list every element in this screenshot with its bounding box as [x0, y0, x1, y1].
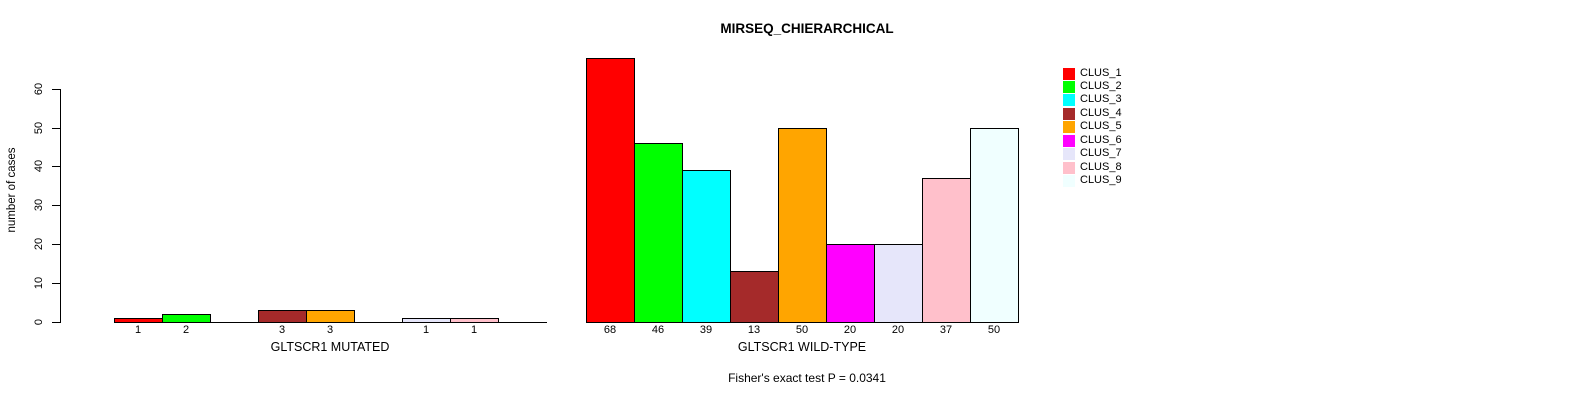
legend-label-CLUS_6: CLUS_6 [1080, 133, 1122, 146]
bar-value-label: 39 [699, 324, 713, 336]
bar-value-label: 3 [326, 324, 334, 336]
bar-value-label: 20 [891, 324, 905, 336]
bar-CLUS_8 [450, 318, 499, 323]
y-axis-tick-label: 10 [33, 276, 45, 290]
bar-CLUS_5 [306, 310, 355, 323]
legend-swatch-CLUS_3 [1063, 94, 1075, 107]
y-axis-tick-label: 20 [33, 238, 45, 251]
legend-swatch-CLUS_4 [1063, 107, 1075, 120]
legend-label-CLUS_2: CLUS_2 [1080, 79, 1122, 92]
bar-value-label: 37 [939, 324, 953, 336]
y-axis-tick-label: 0 [33, 318, 45, 326]
bar-CLUS_9 [970, 127, 1019, 323]
y-axis-tick [52, 322, 61, 323]
legend-swatch-CLUS_2 [1063, 80, 1075, 93]
bar-value-label: 2 [182, 324, 190, 336]
bar-CLUS_2 [634, 143, 683, 323]
bar-value-label: 1 [134, 324, 142, 336]
y-axis-tick-label: 40 [33, 160, 45, 173]
y-axis-tick [52, 166, 61, 168]
legend-swatch-CLUS_5 [1063, 121, 1075, 134]
y-axis-tick [52, 205, 61, 207]
x-axis-label-mutated: GLTSCR1 MUTATED [270, 340, 390, 354]
legend-swatch-CLUS_9 [1063, 175, 1075, 188]
bar-value-label: 3 [278, 324, 286, 336]
bar-CLUS_1 [586, 57, 635, 323]
legend-label-CLUS_1: CLUS_1 [1080, 66, 1122, 79]
bar-CLUS_7 [874, 244, 923, 323]
legend-label-CLUS_5: CLUS_5 [1080, 120, 1122, 133]
bar-CLUS_8 [922, 178, 971, 323]
y-axis-tick [52, 88, 61, 90]
bar-CLUS_5 [778, 127, 827, 323]
bar-value-label: 20 [843, 324, 857, 336]
bar-CLUS_4 [730, 271, 779, 323]
legend-label-CLUS_9: CLUS_9 [1080, 174, 1122, 187]
bar-CLUS_6 [826, 244, 875, 323]
bar-CLUS_3 [682, 170, 731, 323]
chart-title: MIRSEQ_CHIERARCHICAL [720, 21, 894, 36]
bar-value-label: 13 [747, 324, 761, 336]
legend-swatch-CLUS_8 [1063, 161, 1075, 174]
legend-swatch-CLUS_7 [1063, 148, 1075, 161]
legend-label-CLUS_3: CLUS_3 [1080, 93, 1122, 106]
fisher-test-caption: Fisher's exact test P = 0.0341 [728, 371, 886, 385]
bar-CLUS_1 [114, 318, 163, 323]
y-axis-tick [52, 244, 61, 246]
legend-swatch-CLUS_6 [1063, 134, 1075, 147]
bar-value-label: 46 [651, 324, 665, 336]
bar-value-label: 1 [470, 324, 478, 336]
legend-label-CLUS_4: CLUS_4 [1080, 106, 1122, 119]
y-axis-tick-label: 50 [33, 121, 45, 134]
legend-label-CLUS_7: CLUS_7 [1080, 147, 1122, 160]
legend-swatch-CLUS_1 [1063, 67, 1075, 80]
bar-CLUS_2 [162, 314, 211, 323]
bar-value-label: 68 [603, 324, 617, 336]
bar-value-label: 1 [422, 324, 430, 336]
y-axis-tick [52, 283, 61, 285]
y-axis-label: number of cases [6, 147, 18, 233]
y-axis-tick [52, 127, 61, 129]
y-axis-tick-label: 30 [33, 199, 45, 212]
bar-CLUS_7 [402, 318, 451, 323]
bar-value-label: 50 [987, 324, 1001, 336]
legend-label-CLUS_8: CLUS_8 [1080, 160, 1122, 173]
x-axis-label-wild-type: GLTSCR1 WILD-TYPE [737, 340, 867, 354]
bar-value-label: 50 [795, 324, 809, 336]
bar-CLUS_4 [258, 310, 307, 323]
y-axis-tick-label: 60 [33, 82, 45, 95]
